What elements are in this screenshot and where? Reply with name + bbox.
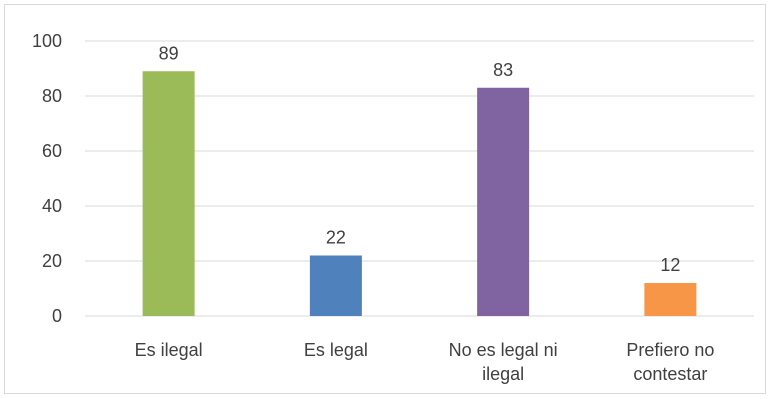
bar-2 xyxy=(309,255,362,316)
data-label-4: 12 xyxy=(660,255,680,275)
category-label-4: Prefiero no contestar xyxy=(626,340,714,384)
data-label-3: 83 xyxy=(493,60,513,80)
chart-frame xyxy=(4,4,766,394)
y-tick-label-100: 100 xyxy=(32,31,62,51)
y-tick-label-60: 60 xyxy=(42,141,62,161)
data-label-2: 22 xyxy=(326,228,346,248)
y-tick-label-0: 0 xyxy=(52,306,62,326)
category-label-line: ilegal xyxy=(482,364,524,384)
x-axis-categories: Es ilegal Es legal No es legal ni ilegal Pre… xyxy=(135,340,715,384)
y-tick-label-80: 80 xyxy=(42,86,62,106)
category-label-line: Prefiero no xyxy=(626,340,714,360)
gridlines xyxy=(85,40,754,317)
category-label-line: Es ilegal xyxy=(135,340,203,360)
data-label-1: 89 xyxy=(159,43,179,63)
category-label-2: Es legal xyxy=(304,340,368,360)
bar-4 xyxy=(644,283,697,316)
category-label-line: contestar xyxy=(633,364,707,384)
category-label-3: No es legal ni ilegal xyxy=(449,340,558,384)
bar-1 xyxy=(142,71,195,316)
y-tick-label-40: 40 xyxy=(42,196,62,216)
category-label-1: Es ilegal xyxy=(135,340,203,360)
data-labels: 89 22 83 12 xyxy=(159,43,681,275)
bars xyxy=(142,71,697,316)
y-axis-ticks: 0 20 40 60 80 100 xyxy=(32,31,62,326)
bar-3 xyxy=(477,87,530,316)
y-tick-label-20: 20 xyxy=(42,251,62,271)
category-label-line: Es legal xyxy=(304,340,368,360)
category-label-line: No es legal ni xyxy=(449,340,558,360)
